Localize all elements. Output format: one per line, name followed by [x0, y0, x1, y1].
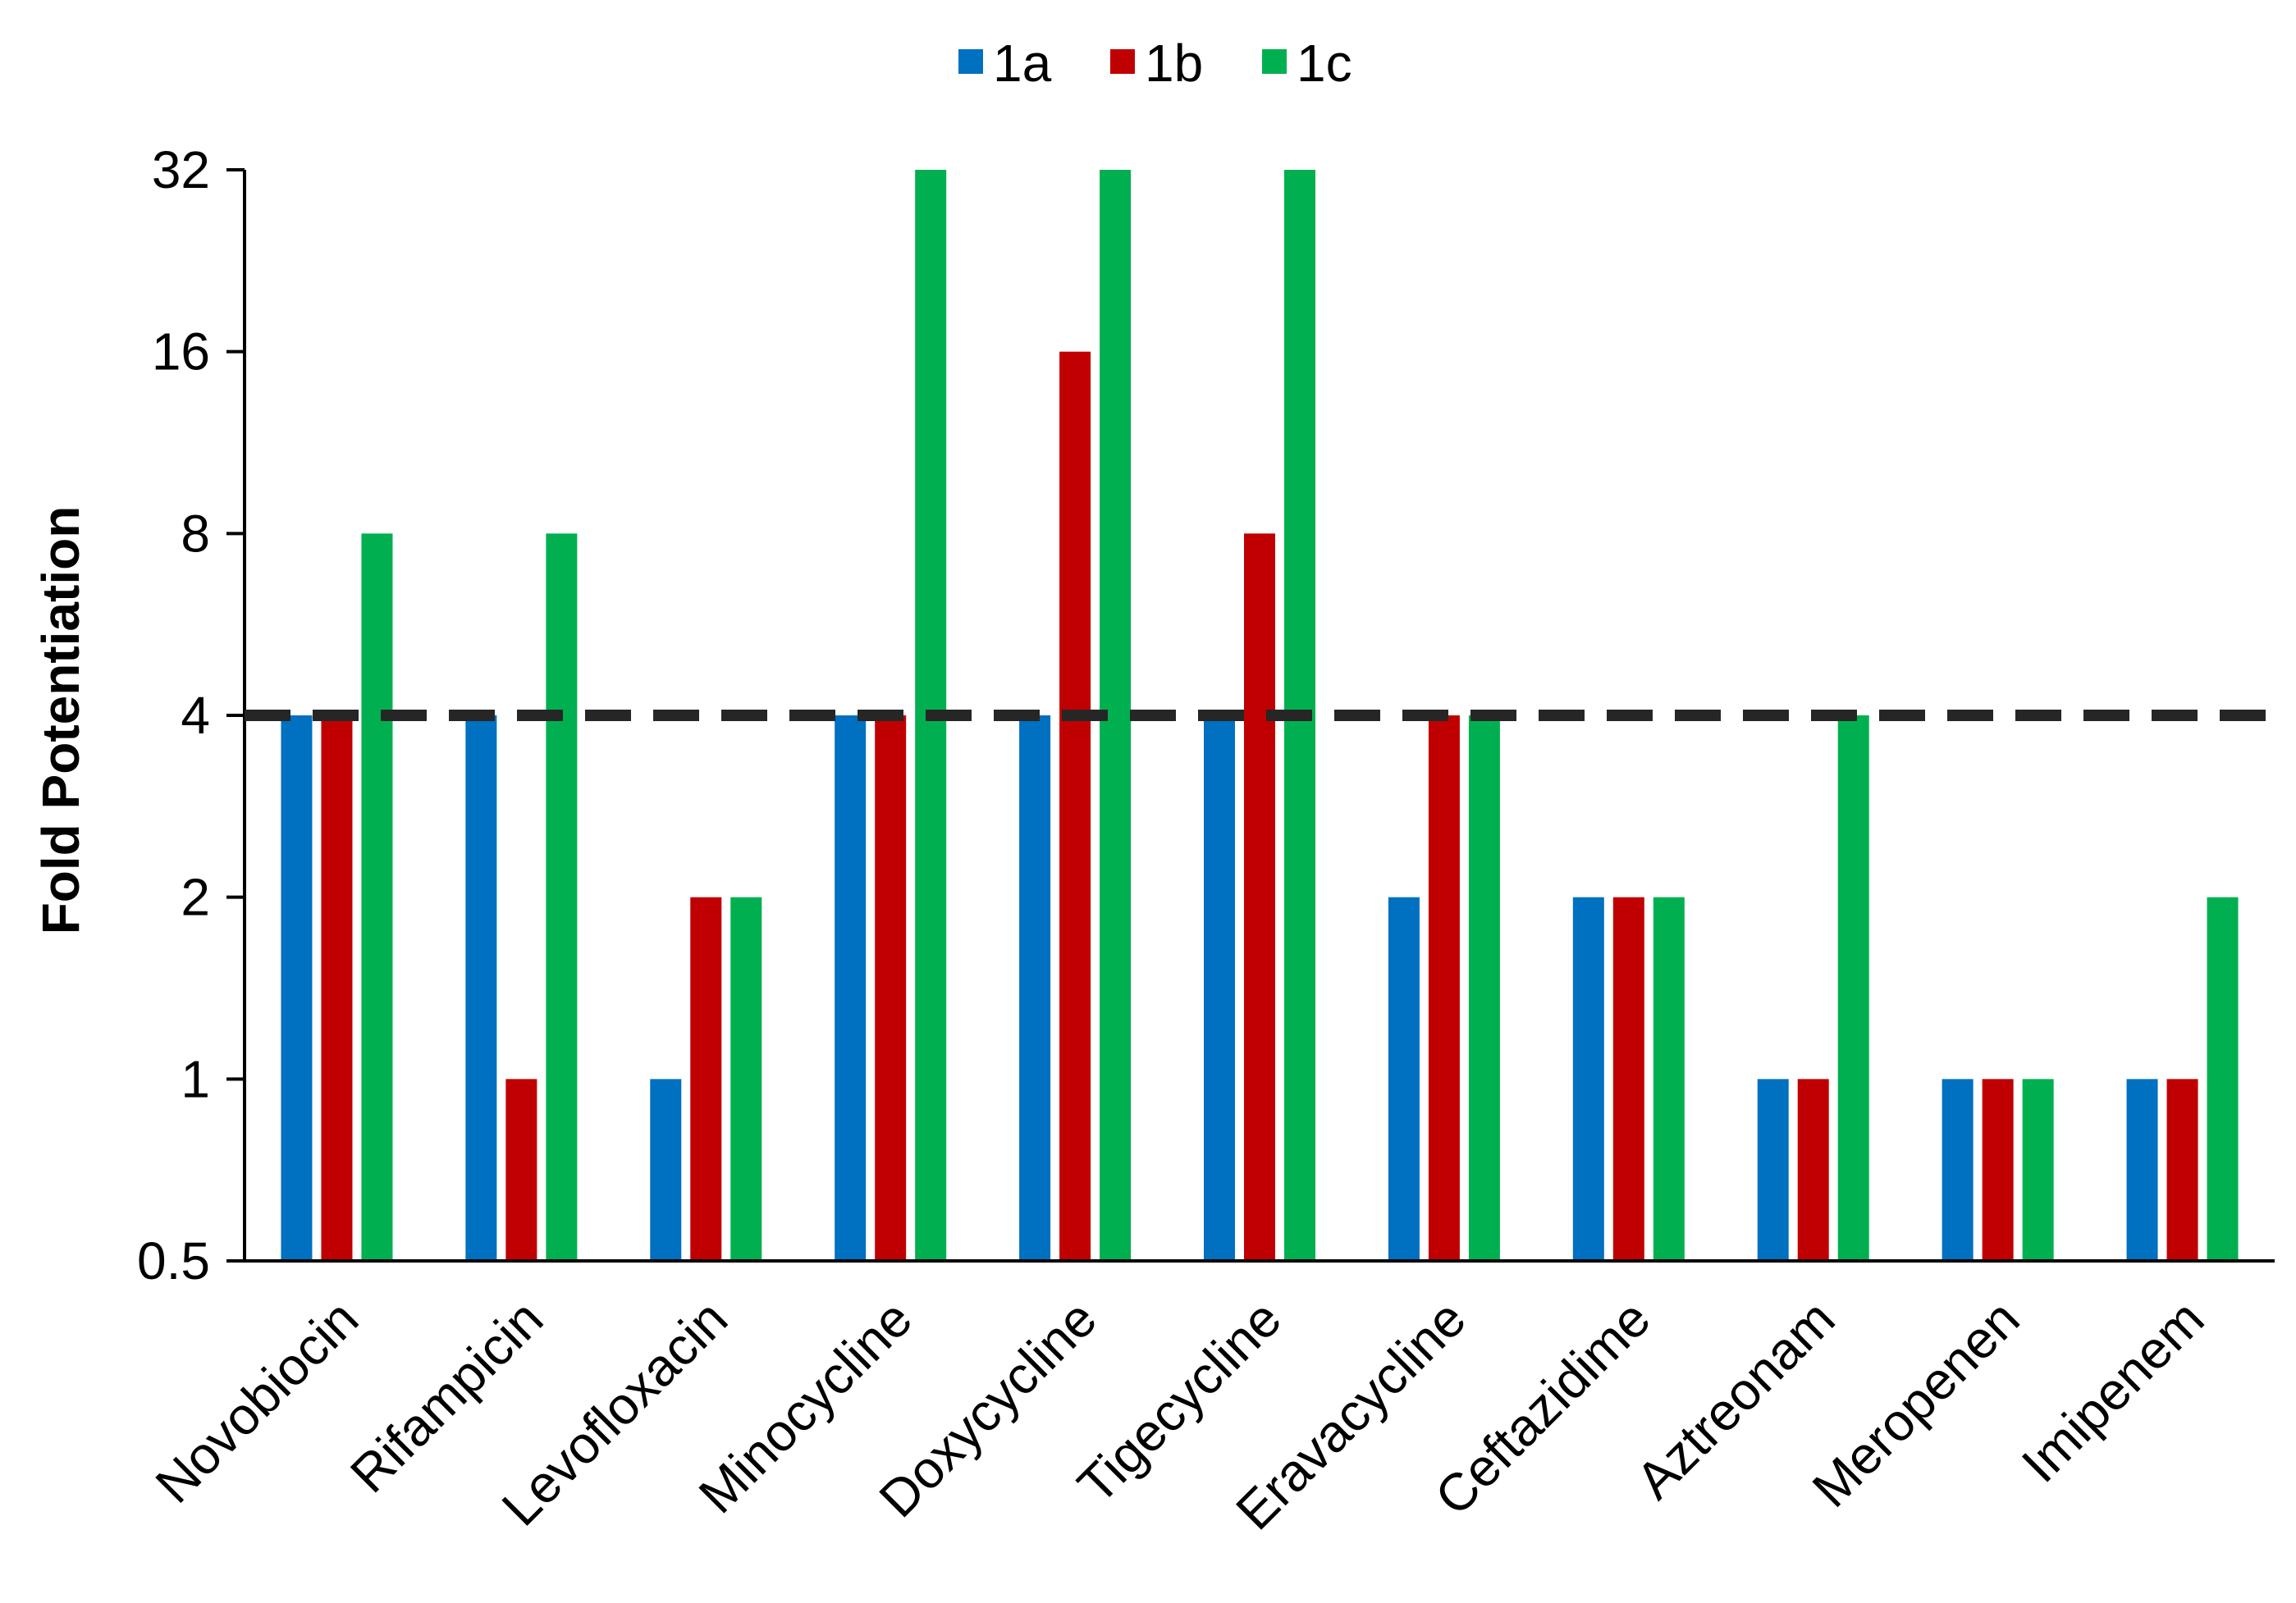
bar-1b-tigecycline	[1244, 533, 1275, 1261]
bar-1c-levofloxacin	[730, 897, 762, 1261]
bar-1a-aztreonam	[1757, 1079, 1789, 1261]
bar-1a-doxycycline	[1019, 715, 1051, 1261]
legend-label-1b: 1b	[1145, 34, 1203, 93]
bar-1a-ceftazidime	[1572, 897, 1604, 1261]
y-tick-label: 32	[152, 140, 210, 199]
bar-1a-meropenen	[1942, 1079, 1974, 1261]
y-tick-label: 4	[181, 686, 210, 745]
bar-1b-minocycline	[875, 715, 907, 1261]
bar-1a-rifampicin	[465, 715, 497, 1261]
y-tick-label: 16	[152, 322, 210, 381]
x-axis: NovobiocinRifampicinLevofloxacinMinocycl…	[144, 1259, 2275, 1541]
legend-swatch-1a	[958, 49, 983, 74]
bar-1c-imipenem	[2207, 897, 2239, 1261]
x-tick-label: Novobiocin	[144, 1289, 370, 1514]
bar-1b-aztreonam	[1797, 1079, 1829, 1261]
bar-1c-aztreonam	[1837, 715, 1869, 1261]
x-tick-label: Imipenem	[2010, 1289, 2216, 1494]
bar-1b-doxycycline	[1059, 351, 1091, 1262]
y-tick-label: 1	[181, 1049, 210, 1108]
bar-1a-eravacycline	[1388, 897, 1420, 1261]
bar-1a-tigecycline	[1204, 715, 1235, 1261]
bar-1c-meropenen	[2022, 1079, 2054, 1261]
y-tick-label: 2	[181, 868, 210, 927]
legend-swatch-1b	[1110, 49, 1135, 74]
y-axis-label: Fold Potentiation	[31, 506, 90, 935]
y-tick-label: 8	[181, 504, 210, 563]
bar-1c-rifampicin	[546, 533, 578, 1261]
y-tick-label: 0.5	[137, 1231, 210, 1290]
bar-1b-rifampicin	[505, 1079, 537, 1261]
legend-swatch-1c	[1262, 49, 1287, 74]
bar-1b-ceftazidime	[1612, 897, 1644, 1261]
bar-1b-levofloxacin	[690, 897, 722, 1261]
bar-1c-novobiocin	[361, 533, 393, 1261]
bar-1a-minocycline	[835, 715, 867, 1261]
bar-1b-imipenem	[2166, 1079, 2198, 1261]
bar-1b-meropenen	[1982, 1079, 2014, 1261]
legend-label-1a: 1a	[993, 34, 1052, 93]
bar-1b-novobiocin	[321, 715, 353, 1261]
legend-label-1c: 1c	[1297, 34, 1352, 93]
bar-1a-levofloxacin	[650, 1079, 682, 1261]
bar-1b-eravacycline	[1428, 715, 1460, 1261]
bar-1c-eravacycline	[1468, 715, 1500, 1261]
bar-1a-imipenem	[2126, 1079, 2158, 1261]
bars	[281, 170, 2239, 1262]
legend: 1a 1b 1c	[958, 34, 1352, 93]
y-axis: 0.5 1 2 4 8 16 32	[137, 140, 246, 1290]
bar-1c-ceftazidime	[1653, 897, 1685, 1261]
bar-1a-novobiocin	[281, 715, 313, 1261]
